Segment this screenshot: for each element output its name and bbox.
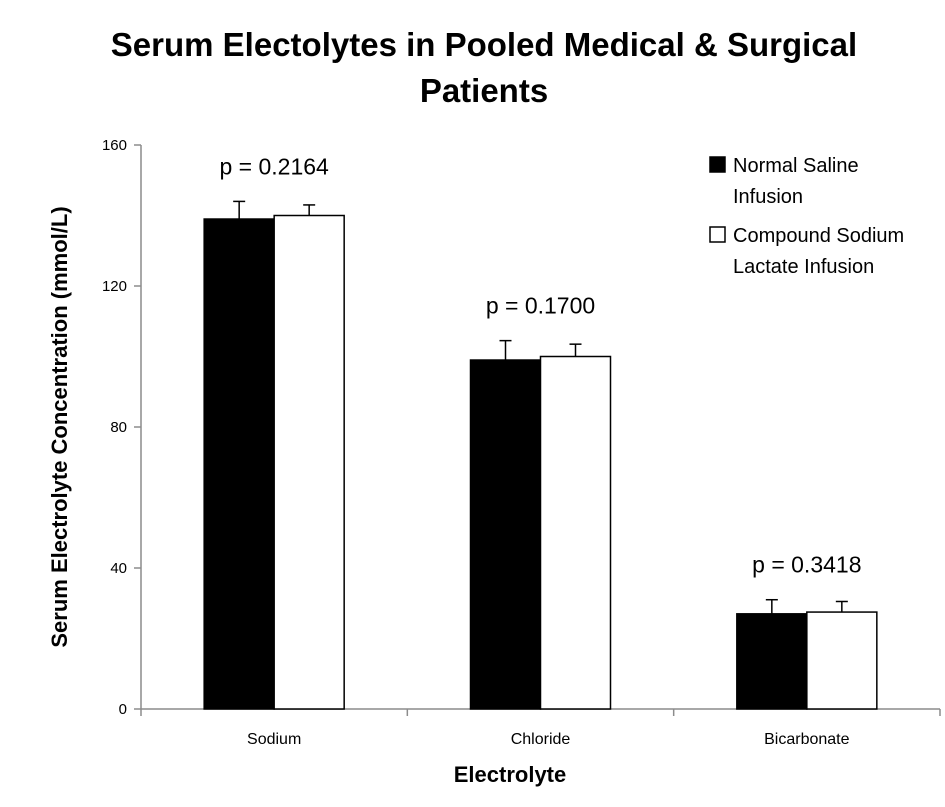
legend: Normal Saline Infusion Compound Sodium Lact…: [709, 155, 904, 278]
bar-compound-sodium-lactate-sodium: [273, 214, 345, 710]
y-tick-label: 0: [119, 701, 127, 718]
bar-compound-sodium-lactate-bicarbonate: [806, 611, 878, 710]
bar-compound-sodium-lactate-chloride: [539, 355, 612, 710]
legend-label: Infusion: [733, 186, 803, 208]
legend-label: Normal Saline: [733, 155, 859, 177]
y-tick-label: 120: [102, 278, 127, 295]
plot-area: 0 40 80 120 160 Sodium p = 0.2164 Chloride p = 0…: [102, 137, 941, 748]
legend-swatch: [709, 226, 726, 243]
legend-label: Lactate Infusion: [733, 256, 874, 278]
y-tick-label: 160: [102, 137, 127, 154]
p-value-annotation: p = 0.2164: [219, 153, 329, 179]
x-tick-label: Bicarbonate: [764, 731, 849, 748]
chart-title-line-2: Patients: [420, 72, 548, 109]
y-tick-label: 40: [110, 560, 127, 577]
legend-label: Compound Sodium: [733, 225, 904, 247]
bar-normal-saline-sodium: [203, 218, 275, 710]
x-tick-label: Chloride: [511, 731, 571, 748]
legend-swatch: [709, 156, 726, 173]
bar-normal-saline-chloride: [469, 359, 542, 710]
p-value-annotation: p = 0.3418: [752, 552, 861, 578]
chart-title-line-1: Serum Electolytes in Pooled Medical & Su…: [111, 26, 857, 63]
y-tick-label: 80: [110, 419, 127, 436]
x-axis-title: Electrolyte: [454, 762, 567, 787]
bar-normal-saline-bicarbonate: [736, 613, 808, 710]
x-tick-label: Sodium: [247, 731, 301, 748]
y-axis-title: Serum Electrolyte Concentration (mmol/L): [47, 206, 72, 647]
chart-title: Serum Electolytes in Pooled Medical & Su…: [111, 26, 857, 109]
p-value-annotation: p = 0.1700: [486, 293, 595, 319]
